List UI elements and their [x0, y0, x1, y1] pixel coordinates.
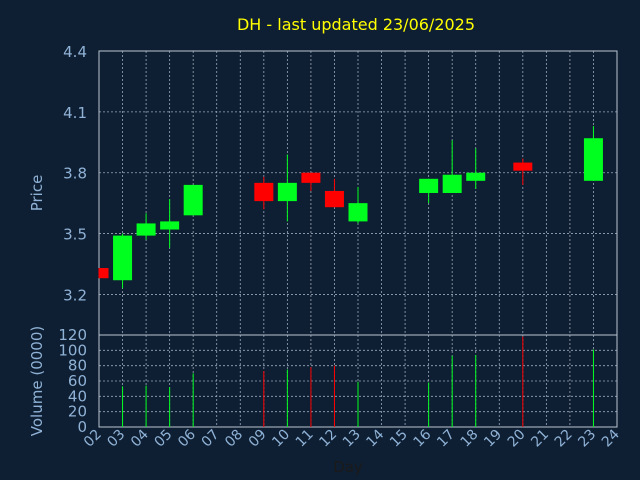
volume-tick-label: 80 — [68, 357, 87, 375]
price-axis-label: Price — [28, 175, 46, 212]
chart-title: DH - last updated 23/06/2025 — [237, 15, 475, 34]
day-axis-label: Day — [333, 458, 363, 476]
volume-tick-label: 100 — [58, 341, 87, 359]
price-tick-label: 4.4 — [63, 43, 87, 61]
candle-body — [419, 178, 439, 193]
volume-tick-label: 60 — [68, 372, 87, 390]
price-tick-label: 3.8 — [63, 165, 87, 183]
price-tick-label: 3.2 — [63, 286, 87, 304]
price-panel: 4.4 4.1 3.8 3.5 3.2 — [63, 43, 618, 336]
candle-body — [254, 182, 274, 202]
candle-body — [301, 172, 321, 183]
volume-tick-label: 120 — [58, 326, 87, 344]
candle-body — [324, 190, 344, 208]
candle-body — [136, 223, 156, 236]
price-tick-label: 4.1 — [63, 104, 87, 122]
candle-body — [277, 182, 297, 202]
candle-body — [348, 203, 368, 222]
candle-body — [513, 162, 533, 171]
volume-tick-label: 20 — [68, 403, 87, 421]
day-tick-labels: 02 03 04 05 06 07 08 09 10 11 12 13 14 15 16 17 18 19 20 21… — [81, 426, 623, 450]
candle-body — [183, 184, 203, 216]
volume-axis-label: Volume (0000) — [28, 326, 46, 436]
candle-body — [442, 174, 462, 193]
candle-body — [466, 172, 486, 181]
volume-tick-label: 40 — [68, 387, 87, 405]
price-tick-label: 3.5 — [63, 226, 87, 244]
volume-tick-label: 0 — [77, 418, 87, 436]
candle-body — [113, 235, 133, 281]
candle-body — [583, 138, 603, 181]
candle-body — [99, 268, 109, 279]
candle-body — [160, 221, 180, 230]
